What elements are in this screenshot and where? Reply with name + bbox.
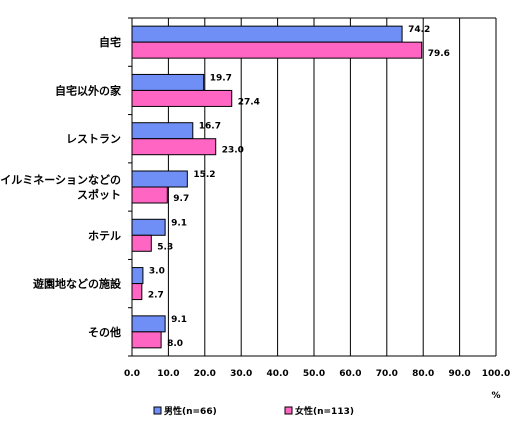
data-label: 16.7: [199, 122, 221, 132]
bar-female: [131, 41, 423, 59]
bar-male: [131, 267, 144, 285]
category-label: スポット: [77, 188, 121, 202]
category-label: 遊園地などの施設: [33, 277, 122, 291]
legend-label: 女性(n=113): [295, 405, 354, 417]
bar-male: [131, 122, 194, 140]
data-label: 74.2: [408, 25, 430, 35]
x-tick-label: 60.0: [339, 369, 361, 379]
category-label: 自宅以外の家: [55, 83, 122, 97]
grid-lines: [128, 17, 497, 357]
x-tick-label: 90.0: [448, 369, 470, 379]
data-label: 27.4: [238, 97, 260, 107]
x-tick-labels: 0.0 10.0 20.0 30.0 40.0 50.0 60.0 70.0 80.0 90.0 1…: [124, 369, 510, 379]
category-label: その他: [88, 325, 121, 339]
data-label: 8.0: [167, 339, 183, 349]
data-label: 3.0: [149, 267, 165, 277]
unit-label: %: [491, 391, 500, 401]
data-label: 9.7: [173, 194, 189, 204]
category-labels: 自宅自宅以外の家レストランイルミネーションなどのスポットホテル遊園地などの施設そ…: [0, 35, 122, 339]
bars: [131, 25, 423, 349]
data-label: 19.7: [210, 73, 232, 83]
data-label: 79.6: [428, 49, 450, 59]
category-label: レストラン: [66, 133, 121, 146]
x-tick-label: 30.0: [230, 369, 252, 379]
category-label: ホテル: [88, 229, 121, 242]
x-tick-label: 50.0: [303, 369, 325, 379]
data-label: 23.0: [222, 146, 244, 156]
data-label: 9.1: [171, 218, 187, 228]
bar-female: [131, 138, 217, 156]
bar-female: [131, 89, 233, 107]
legend-swatch: [284, 406, 293, 415]
category-label: イルミネーションなどの: [0, 174, 121, 187]
x-tick-label: 80.0: [412, 369, 434, 379]
data-label: 2.7: [148, 291, 164, 301]
data-label: 15.2: [193, 170, 215, 180]
bar-male: [131, 170, 188, 188]
bar-male: [131, 25, 403, 43]
data-label: 5.3: [157, 242, 173, 252]
x-tick-label: 10.0: [157, 369, 179, 379]
bar-male: [131, 315, 166, 333]
bar-female: [131, 331, 162, 349]
legend-label: 男性(n=66): [164, 405, 217, 417]
bar-male: [131, 218, 166, 236]
category-label: 自宅: [99, 35, 121, 49]
data-label: 9.1: [171, 315, 187, 325]
bar-female: [131, 283, 143, 301]
legend-swatch: [153, 406, 162, 415]
bar-male: [131, 73, 205, 91]
legend: 男性(n=66) 女性(n=113): [153, 405, 354, 417]
x-tick-label: 0.0: [124, 369, 140, 379]
bar-female: [131, 234, 152, 252]
x-tick-label: 20.0: [194, 369, 216, 379]
value-labels: 74.2 79.6 19.7 27.4 16.7 23.0 15.2 9.7 9.1 5.3 3.0…: [148, 25, 450, 349]
x-tick-label: 70.0: [376, 369, 398, 379]
x-tick-label: 40.0: [266, 369, 288, 379]
bar-female: [131, 186, 168, 204]
x-tick-label: 100.0: [482, 369, 510, 379]
